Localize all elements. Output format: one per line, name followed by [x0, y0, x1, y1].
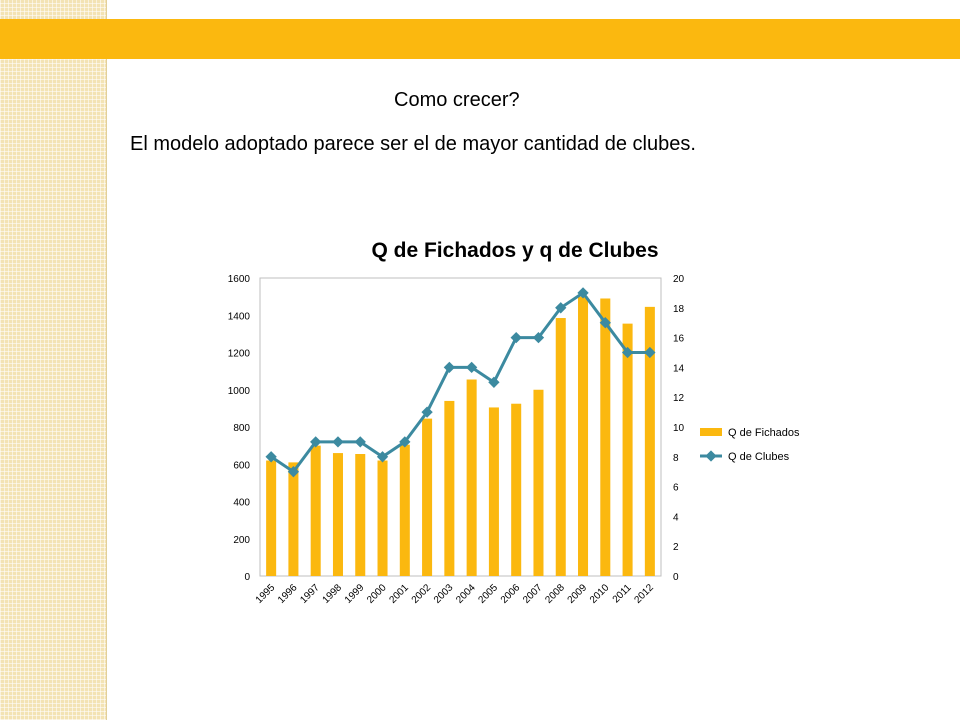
- bar-2001: [399, 444, 410, 576]
- bar-2011: [622, 323, 633, 576]
- x-tick-label-2006: 2006: [499, 582, 523, 606]
- x-tick-label-2009: 2009: [566, 582, 590, 606]
- legend-label-clubes: Q de Clubes: [728, 451, 790, 463]
- bar-1995: [266, 460, 277, 576]
- clubes-marker-2004: [465, 361, 478, 374]
- left-axis-ticks: 0 200 400 600 800 1000 1200 1400 1600: [228, 274, 251, 583]
- x-tick-label-1995: 1995: [254, 582, 278, 606]
- clubes-marker-2000: [376, 451, 389, 463]
- bar-2012: [644, 306, 655, 576]
- bar-2006: [511, 403, 522, 576]
- clubes-marker-2005: [488, 376, 500, 388]
- clubes-marker-2010: [599, 317, 611, 329]
- clubes-marker-1999: [354, 436, 366, 448]
- right-tick-label: 14: [673, 363, 685, 374]
- right-tick-label: 6: [673, 483, 679, 494]
- chart-title: Q de Fichados y q de Clubes: [371, 239, 658, 262]
- clubes-marker-2008: [555, 302, 567, 314]
- left-tick-label: 800: [233, 423, 250, 434]
- bar-1997: [310, 445, 321, 576]
- bar-series: [266, 296, 655, 576]
- clubes-marker-1996: [287, 466, 300, 478]
- x-tick-label-2011: 2011: [611, 582, 634, 605]
- right-tick-label: 12: [673, 393, 685, 404]
- header-banner: [0, 19, 960, 59]
- x-tick-label-1999: 1999: [343, 582, 367, 606]
- legend-swatch-fichados: [700, 428, 722, 436]
- clubes-marker-2007: [532, 331, 545, 344]
- bar-2004: [466, 379, 477, 576]
- right-tick-label: 8: [673, 453, 679, 464]
- left-tick-label: 400: [233, 498, 250, 509]
- clubes-marker-2001: [399, 436, 411, 448]
- x-tick-label-2008: 2008: [543, 582, 567, 606]
- clubes-marker-1995: [265, 451, 277, 463]
- line-series: [265, 287, 656, 478]
- left-tick-label: 1000: [228, 386, 251, 397]
- legend-label-fichados: Q de Fichados: [728, 427, 800, 439]
- x-tick-label-2010: 2010: [588, 582, 612, 606]
- right-tick-label: 2: [673, 542, 679, 553]
- slide-heading: Como crecer?: [394, 89, 520, 111]
- right-tick-label: 0: [673, 572, 679, 583]
- clubes-line: [270, 290, 650, 474]
- bar-2009: [578, 296, 589, 576]
- left-tick-label: 1600: [228, 274, 251, 285]
- plot-area: [259, 277, 662, 577]
- bar-2005: [488, 407, 499, 576]
- bar-2002: [422, 418, 433, 576]
- right-tick-label: 18: [673, 304, 685, 315]
- x-axis-labels: 1995199619971998199920002001200220032004…: [254, 582, 657, 606]
- clubes-marker-2012: [644, 346, 656, 359]
- right-tick-label: 4: [673, 512, 679, 523]
- bar-2010: [600, 298, 611, 576]
- x-tick-label-2012: 2012: [632, 582, 656, 606]
- x-tick-label-1997: 1997: [298, 582, 322, 606]
- clubes-marker-2002: [421, 406, 433, 418]
- clubes-marker-1998: [332, 436, 344, 448]
- left-tick-label: 1400: [228, 311, 251, 322]
- x-tick-label-2004: 2004: [454, 582, 478, 606]
- left-tick-label: 0: [244, 572, 250, 583]
- legend-swatch-clubes-marker: [705, 450, 717, 462]
- slide-subheading: El modelo adoptado parece ser el de mayo…: [130, 133, 696, 155]
- bar-1996: [288, 462, 299, 576]
- bar-2000: [377, 460, 388, 576]
- left-tick-label: 200: [233, 535, 250, 546]
- clubes-marker-2006: [510, 331, 522, 344]
- clubes-marker-1997: [310, 436, 322, 448]
- bar-2003: [444, 400, 455, 576]
- x-tick-label-2003: 2003: [432, 582, 456, 606]
- right-tick-label: 20: [673, 274, 685, 285]
- bar-1999: [355, 454, 366, 576]
- x-tick-label-2001: 2001: [387, 582, 411, 606]
- right-axis-ticks: 0 2 4 6 8 10 12 14 16 18 20: [673, 274, 685, 583]
- right-tick-label: 16: [673, 334, 685, 345]
- x-tick-label-2002: 2002: [410, 582, 434, 606]
- clubes-marker-2009: [577, 287, 589, 299]
- left-tick-label: 1200: [228, 349, 251, 360]
- left-tick-label: 600: [233, 460, 250, 471]
- x-tick-label-2005: 2005: [477, 582, 501, 606]
- x-tick-label-1996: 1996: [276, 582, 300, 606]
- legend: Q de Fichados Q de Clubes: [700, 427, 800, 463]
- bar-1998: [332, 453, 343, 576]
- x-tick-label-2007: 2007: [521, 582, 545, 606]
- right-tick-label: 10: [673, 423, 685, 434]
- x-tick-label-2000: 2000: [365, 582, 389, 606]
- clubes-marker-2011: [621, 346, 634, 359]
- x-tick-label-1998: 1998: [321, 582, 345, 606]
- bar-2007: [533, 389, 544, 576]
- bar-2008: [555, 318, 566, 576]
- clubes-marker-2003: [443, 361, 456, 374]
- decorative-side-strip: [0, 0, 107, 720]
